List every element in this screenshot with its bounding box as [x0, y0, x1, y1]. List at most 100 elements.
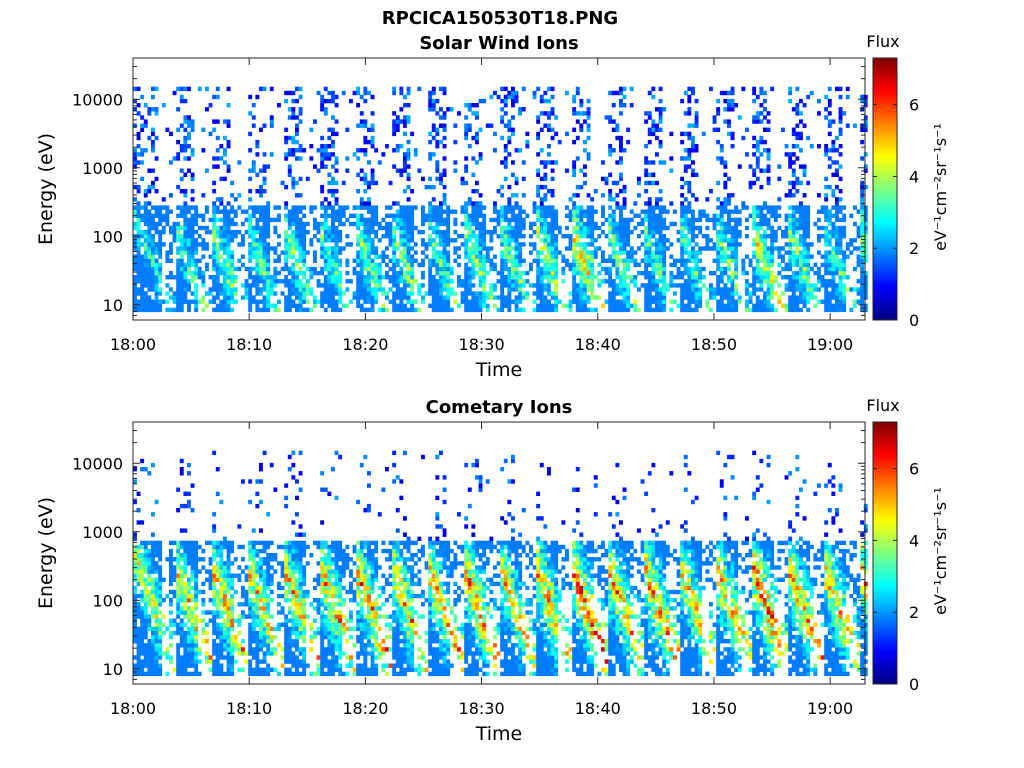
heatmap-cell [331, 222, 335, 226]
heatmap-cell [745, 271, 749, 275]
heatmap-cell [327, 181, 331, 185]
heatmap-cell [471, 263, 475, 267]
heatmap-cell [147, 651, 151, 655]
heatmap-cell [504, 103, 508, 107]
heatmap-cell [270, 275, 274, 279]
heatmap-cell [788, 87, 792, 91]
heatmap-cell [835, 87, 839, 91]
heatmap-cell [716, 259, 720, 263]
heatmap-cell [471, 304, 475, 308]
heatmap-cell [500, 99, 504, 103]
heatmap-cell [774, 210, 778, 214]
heatmap-cell [363, 136, 367, 140]
heatmap-cell [637, 214, 641, 218]
heatmap-cell [612, 250, 616, 254]
heatmap-cell [853, 238, 857, 242]
heatmap-cell [396, 275, 400, 279]
heatmap-cell [698, 230, 702, 234]
heatmap-cell [767, 181, 771, 185]
heatmap-cell [759, 271, 763, 275]
heatmap-cell [864, 238, 868, 242]
heatmap-cell [691, 308, 695, 312]
heatmap-cell [471, 275, 475, 279]
heatmap-cell [407, 173, 411, 177]
heatmap-cell [529, 222, 533, 226]
heatmap-cell [144, 304, 148, 308]
heatmap-cell [320, 189, 324, 193]
heatmap-cell [385, 263, 389, 267]
heatmap-cell [831, 189, 835, 193]
heatmap-cell [540, 111, 544, 115]
heatmap-cell [795, 246, 799, 250]
heatmap-cell [140, 255, 144, 259]
heatmap-cell [374, 210, 378, 214]
heatmap-cell [857, 255, 861, 259]
heatmap-cell [446, 205, 450, 209]
heatmap-cell [227, 222, 231, 226]
heatmap-cell [144, 578, 148, 582]
heatmap-cell [615, 304, 619, 308]
heatmap-cell [619, 156, 623, 160]
heatmap-cell [309, 156, 313, 160]
heatmap-cell [630, 275, 634, 279]
heatmap-cell [464, 136, 468, 140]
heatmap-cell [749, 259, 753, 263]
heatmap-cell [500, 275, 504, 279]
heatmap-cell [500, 107, 504, 111]
heatmap-cell [637, 308, 641, 312]
heatmap-cell [486, 124, 490, 128]
heatmap-cell [461, 222, 465, 226]
heatmap-cell [677, 259, 681, 263]
heatmap-cell [439, 283, 443, 287]
heatmap-cell [446, 218, 450, 222]
heatmap-cell [338, 250, 342, 254]
heatmap-cell [727, 124, 731, 128]
heatmap-cell [155, 250, 159, 254]
heatmap-cell [723, 197, 727, 201]
heatmap-cell [680, 308, 684, 312]
heatmap-cell [144, 614, 148, 618]
heatmap-cell [540, 275, 544, 279]
heatmap-cell [644, 291, 648, 295]
heatmap-cell [137, 304, 141, 308]
heatmap-cell [497, 214, 501, 218]
heatmap-cell [425, 242, 429, 246]
heatmap-cell [399, 267, 403, 271]
heatmap-cell [687, 226, 691, 230]
heatmap-cell [720, 291, 724, 295]
heatmap-cell [673, 263, 677, 267]
heatmap-cell [788, 152, 792, 156]
heatmap-cell [327, 189, 331, 193]
heatmap-cell [687, 148, 691, 152]
heatmap-cell [601, 160, 605, 164]
heatmap-cell [583, 295, 587, 299]
heatmap-cell [291, 205, 295, 209]
heatmap-cell [774, 279, 778, 283]
heatmap-cell [767, 267, 771, 271]
heatmap-cell [770, 279, 774, 283]
heatmap-cell [140, 598, 144, 602]
heatmap-cell [475, 226, 479, 230]
heatmap-cell [687, 222, 691, 226]
heatmap-cell [248, 189, 252, 193]
heatmap-cell [266, 271, 270, 275]
heatmap-cell [338, 205, 342, 209]
heatmap-cell [482, 267, 486, 271]
heatmap-cell [579, 111, 583, 115]
heatmap-cell [493, 132, 497, 136]
heatmap-cell [684, 197, 688, 201]
heatmap-cell [443, 173, 447, 177]
heatmap-cell [137, 291, 141, 295]
heatmap-cell [313, 222, 317, 226]
heatmap-cell [363, 124, 367, 128]
heatmap-cell [443, 295, 447, 299]
heatmap-cell [255, 205, 259, 209]
heatmap-cell [144, 586, 148, 590]
heatmap-cell [464, 222, 468, 226]
heatmap-cell [414, 259, 418, 263]
x-tick-label: 18:40 [575, 335, 621, 354]
heatmap-cell [731, 210, 735, 214]
heatmap-cell [403, 238, 407, 242]
heatmap-cell [594, 210, 598, 214]
heatmap-cell [306, 267, 310, 271]
